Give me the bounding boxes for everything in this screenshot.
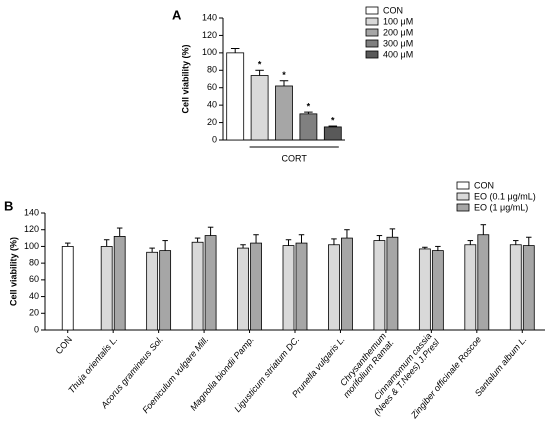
panel-label: B — [4, 198, 13, 213]
error-bar — [162, 240, 168, 251]
bar — [509, 244, 522, 331]
error-bar — [279, 80, 289, 86]
bar — [464, 244, 477, 331]
error-bar — [103, 239, 110, 247]
bar — [100, 246, 113, 331]
error-bar — [298, 234, 305, 244]
bar — [204, 235, 217, 331]
legend-swatch — [365, 39, 379, 48]
y-tick-label: 20 — [29, 308, 39, 318]
y-tick-label: 100 — [24, 241, 39, 251]
bar — [159, 250, 172, 331]
bar — [113, 235, 126, 331]
bar — [275, 85, 293, 141]
x-tick-label: CON — [54, 334, 75, 356]
y-tick-label: 80 — [207, 65, 217, 75]
y-tick-label: 20 — [207, 117, 217, 127]
bar — [328, 244, 340, 331]
legend-label: 400 μM — [383, 49, 413, 59]
legend-swatch — [365, 6, 379, 15]
error-bar — [285, 239, 292, 246]
error-bar — [116, 227, 123, 237]
legend-label: 200 μM — [383, 27, 413, 37]
bar — [386, 236, 399, 331]
error-bar — [304, 111, 313, 114]
legend-swatch — [456, 203, 470, 212]
y-tick-label: 60 — [29, 274, 39, 284]
y-tick-label: 120 — [202, 30, 217, 40]
bar — [237, 247, 249, 331]
significance-label: * — [307, 101, 311, 111]
bar — [341, 237, 353, 331]
significance-label: * — [282, 70, 286, 80]
bar — [323, 126, 342, 141]
y-tick-label: 40 — [207, 100, 217, 110]
error-bar — [240, 244, 246, 249]
legend-swatch — [365, 17, 379, 26]
bar — [226, 52, 245, 141]
y-tick-label: 140 — [202, 12, 217, 22]
y-tick-label: 80 — [29, 258, 39, 268]
error-bar — [376, 235, 383, 241]
error-bar — [253, 234, 259, 244]
error-bar — [149, 247, 155, 253]
bar — [282, 245, 295, 331]
legend-label: CON — [383, 5, 403, 15]
y-tick-label: 40 — [29, 291, 39, 301]
error-bar — [344, 229, 350, 239]
legend-label: CON — [474, 180, 494, 190]
bar — [250, 242, 262, 331]
x-tick-label: Santalum album L. — [473, 334, 529, 398]
bar — [295, 242, 308, 331]
legend-swatch — [365, 28, 379, 37]
bar — [431, 250, 444, 331]
error-bar — [389, 228, 396, 238]
y-axis-label: Cell viability (%) — [8, 237, 18, 306]
error-bar — [331, 238, 337, 245]
y-axis-label: Cell viability (%) — [180, 44, 190, 113]
significance-label: * — [258, 60, 262, 70]
legend-swatch — [365, 50, 379, 59]
error-bar — [255, 69, 264, 76]
error-bar — [526, 236, 532, 246]
bar — [250, 75, 269, 141]
error-bar — [328, 125, 338, 127]
y-tick-label: 60 — [207, 82, 217, 92]
error-bar — [513, 240, 519, 245]
bar — [146, 251, 159, 331]
error-bar — [230, 48, 240, 53]
bar — [191, 241, 204, 331]
error-bar — [194, 237, 201, 243]
bar — [522, 245, 535, 331]
error-bar — [480, 224, 487, 235]
legend-swatch — [456, 181, 470, 190]
legend-label: 300 μM — [383, 38, 413, 48]
error-bar — [467, 240, 474, 245]
x-tick-label: Thuja orientalis L. — [66, 334, 119, 395]
y-tick-label: 140 — [24, 207, 39, 217]
error-bar — [435, 245, 441, 251]
y-tick-label: 120 — [24, 224, 39, 234]
y-tick-label: 0 — [34, 324, 39, 334]
error-bar — [422, 246, 428, 249]
y-tick-label: 100 — [202, 47, 217, 57]
error-bar — [64, 242, 71, 247]
bar — [418, 248, 431, 331]
bar — [477, 234, 490, 331]
legend-swatch — [456, 192, 470, 201]
y-tick-label: 0 — [212, 134, 217, 144]
error-bar — [207, 226, 214, 236]
bar — [61, 246, 74, 331]
legend-label: EO (0.1 μg/mL) — [474, 191, 536, 201]
group-label: CORT — [282, 153, 308, 163]
panel-label: A — [172, 7, 182, 22]
legend-label: 100 μM — [383, 16, 413, 26]
significance-label: * — [331, 115, 335, 125]
legend-label: EO (1 μg/mL) — [474, 202, 528, 212]
bar — [299, 113, 318, 141]
bar — [373, 240, 386, 331]
